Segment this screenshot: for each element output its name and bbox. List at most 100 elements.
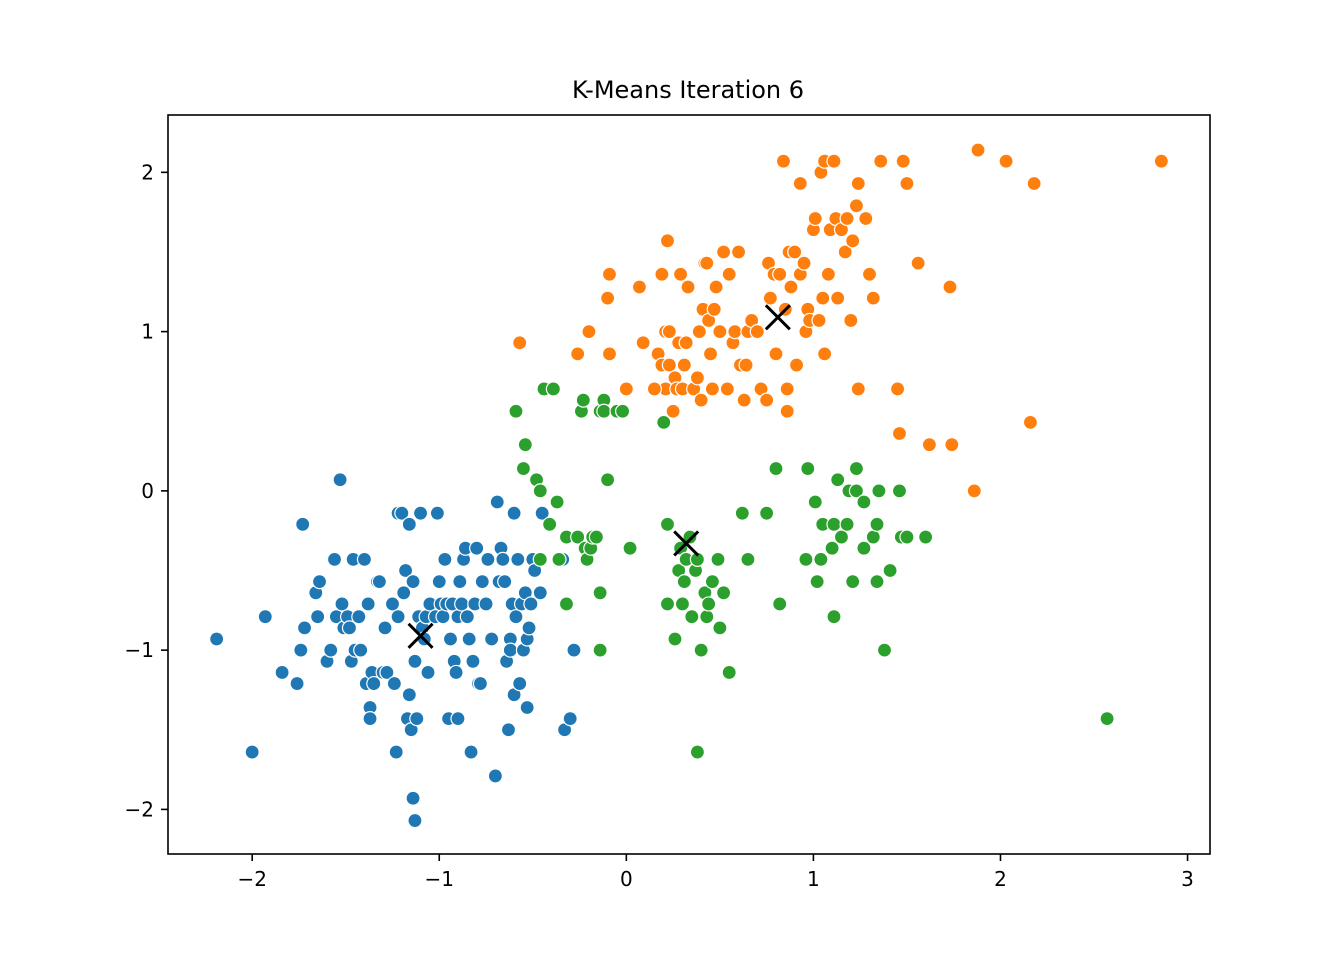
cluster-2-point: [800, 460, 816, 477]
cluster-2-point: [807, 494, 823, 510]
cluster-1-point: [570, 346, 586, 362]
cluster-0-point: [353, 642, 369, 658]
cluster-0-point: [405, 574, 421, 590]
cluster-2-point: [575, 392, 591, 408]
cluster-2-point: [809, 574, 825, 590]
cluster-1-point: [889, 381, 906, 397]
cluster-0-point: [472, 675, 489, 692]
x-tick-label: 2: [994, 867, 1007, 891]
cluster-1-point: [736, 392, 752, 408]
cluster-0-point: [244, 744, 260, 760]
cluster-2-point: [768, 460, 784, 477]
cluster-1-point: [858, 210, 874, 227]
cluster-0-point: [384, 596, 401, 612]
x-tick-label: −1: [425, 867, 454, 891]
cluster-2-point: [839, 516, 855, 532]
cluster-0-point: [431, 574, 447, 590]
cluster-0-point: [484, 631, 500, 647]
cluster-1-point: [691, 324, 707, 340]
cluster-0-point: [360, 596, 376, 612]
cluster-1-point: [772, 266, 788, 282]
cluster-0-point: [388, 744, 404, 760]
cluster-2-point: [592, 585, 608, 601]
y-tick-label: 2: [141, 160, 154, 184]
cluster-1-point: [730, 244, 747, 260]
cluster-2-point: [772, 596, 788, 612]
cluster-2-point: [701, 596, 717, 612]
cluster-1-point: [601, 266, 618, 282]
cluster-2-point: [558, 596, 575, 612]
cluster-2-point: [824, 540, 840, 556]
cluster-0-point: [429, 505, 445, 521]
cluster-1-point: [708, 279, 724, 295]
cluster-1-series: [512, 142, 1169, 499]
centroid-x-stroke: [673, 530, 700, 557]
cluster-0-point: [463, 744, 479, 760]
points-layer: [209, 142, 1169, 829]
cluster-0-point: [521, 620, 537, 636]
cluster-1-point: [693, 392, 709, 408]
cluster-1-point: [843, 312, 859, 329]
cluster-1-point: [837, 244, 853, 260]
cluster-1-point: [865, 290, 881, 306]
cluster-1-point: [646, 381, 662, 397]
cluster-1-point: [721, 266, 737, 282]
cluster-1-point: [601, 346, 618, 362]
cluster-0-point: [401, 516, 417, 532]
cluster-2-point: [848, 460, 865, 477]
cluster-1-point: [712, 324, 728, 340]
cluster-0-point: [397, 562, 414, 579]
cluster-0-point: [465, 653, 481, 669]
cluster-0-point: [409, 711, 425, 727]
cluster-1-point: [820, 266, 836, 282]
cluster-0-point: [437, 551, 453, 567]
y-tick-label: 0: [141, 479, 154, 503]
cluster-2-point: [826, 609, 842, 625]
cluster-0-point: [532, 585, 548, 601]
x-tick-label: 1: [807, 867, 820, 891]
cluster-1-point: [921, 437, 937, 453]
centroid-0-marker: [407, 622, 434, 649]
cluster-0-point: [401, 687, 417, 703]
cluster-1-point: [689, 370, 706, 386]
cluster-2-point: [570, 529, 586, 545]
cluster-1-point: [702, 346, 719, 362]
cluster-1-point: [998, 153, 1014, 169]
cluster-1-point: [665, 403, 681, 419]
cluster-1-point: [792, 175, 808, 192]
cluster-2-point: [545, 381, 561, 397]
cluster-2-point: [656, 414, 672, 430]
cluster-1-point: [600, 290, 616, 306]
cluster-2-point: [704, 574, 720, 590]
cluster-0-point: [420, 664, 436, 681]
cluster-0-point: [480, 551, 496, 567]
cluster-0-point: [407, 653, 423, 669]
cluster-2-point: [882, 562, 898, 579]
cluster-0-point: [519, 699, 535, 716]
cluster-0-point: [489, 494, 505, 510]
cluster-1-point: [719, 381, 735, 397]
cluster-2-point: [716, 585, 732, 601]
cluster-1-point: [895, 153, 911, 169]
cluster-0-point: [296, 620, 313, 636]
cluster-1-point: [796, 255, 812, 271]
cluster-1-point: [678, 335, 694, 351]
cluster-1-point: [661, 324, 677, 340]
cluster-0-point: [386, 675, 402, 692]
cluster-0-point: [566, 642, 582, 658]
cluster-1-point: [787, 244, 803, 260]
y-axis: −2 −1 0 1 2: [125, 160, 168, 821]
cluster-2-point: [871, 483, 887, 499]
cluster-2-point: [682, 529, 698, 545]
cluster-0-point: [506, 505, 522, 521]
cluster-1-point: [654, 266, 670, 282]
cluster-2-point: [1099, 711, 1115, 727]
cluster-2-point: [532, 551, 548, 567]
cluster-0-point: [295, 516, 311, 532]
cluster-1-point: [817, 346, 833, 362]
cluster-0-point: [508, 609, 524, 625]
cluster-0-point: [377, 620, 393, 636]
cluster-2-point: [856, 494, 872, 510]
cluster-0-point: [448, 664, 464, 681]
